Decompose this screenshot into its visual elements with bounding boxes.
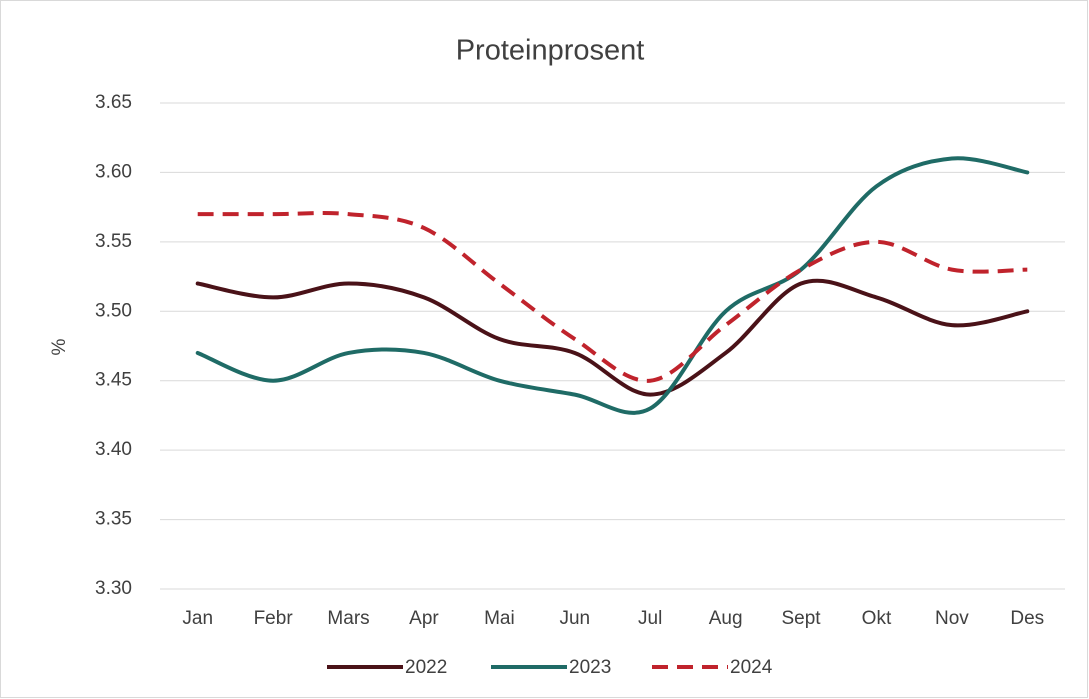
x-tick-label: Jan	[182, 608, 213, 629]
x-tick-label: Okt	[862, 608, 892, 629]
y-axis-label: %	[49, 338, 70, 355]
x-tick-label: Jun	[559, 608, 590, 629]
y-tick-label: 3.40	[95, 439, 132, 460]
x-tick-label: Mai	[484, 608, 515, 629]
y-tick-label: 3.50	[95, 300, 132, 321]
series-line	[197, 211, 1028, 383]
y-tick-label: 3.65	[95, 92, 132, 113]
x-tick-label: Aug	[709, 608, 743, 629]
x-tick-label: Jul	[638, 608, 662, 629]
x-tick-label: Sept	[781, 608, 821, 629]
y-tick-label: 3.35	[95, 509, 132, 530]
x-tick-label: Nov	[935, 608, 969, 629]
legend-label: 2022	[405, 657, 447, 678]
legend-label: 2024	[730, 657, 773, 678]
x-tick-label: Des	[1010, 608, 1044, 629]
x-tick-label: Apr	[409, 608, 439, 629]
y-tick-label: 3.45	[95, 370, 132, 391]
y-tick-label: 3.60	[95, 161, 132, 182]
x-tick-label: Mars	[327, 608, 369, 629]
x-tick-label: Febr	[254, 608, 294, 629]
y-tick-label: 3.55	[95, 231, 132, 252]
chart-title: Proteinprosent	[456, 35, 645, 67]
legend-label: 2023	[569, 657, 611, 678]
y-tick-label: 3.30	[95, 578, 132, 599]
series-line	[195, 278, 1030, 397]
series-line	[195, 156, 1030, 415]
